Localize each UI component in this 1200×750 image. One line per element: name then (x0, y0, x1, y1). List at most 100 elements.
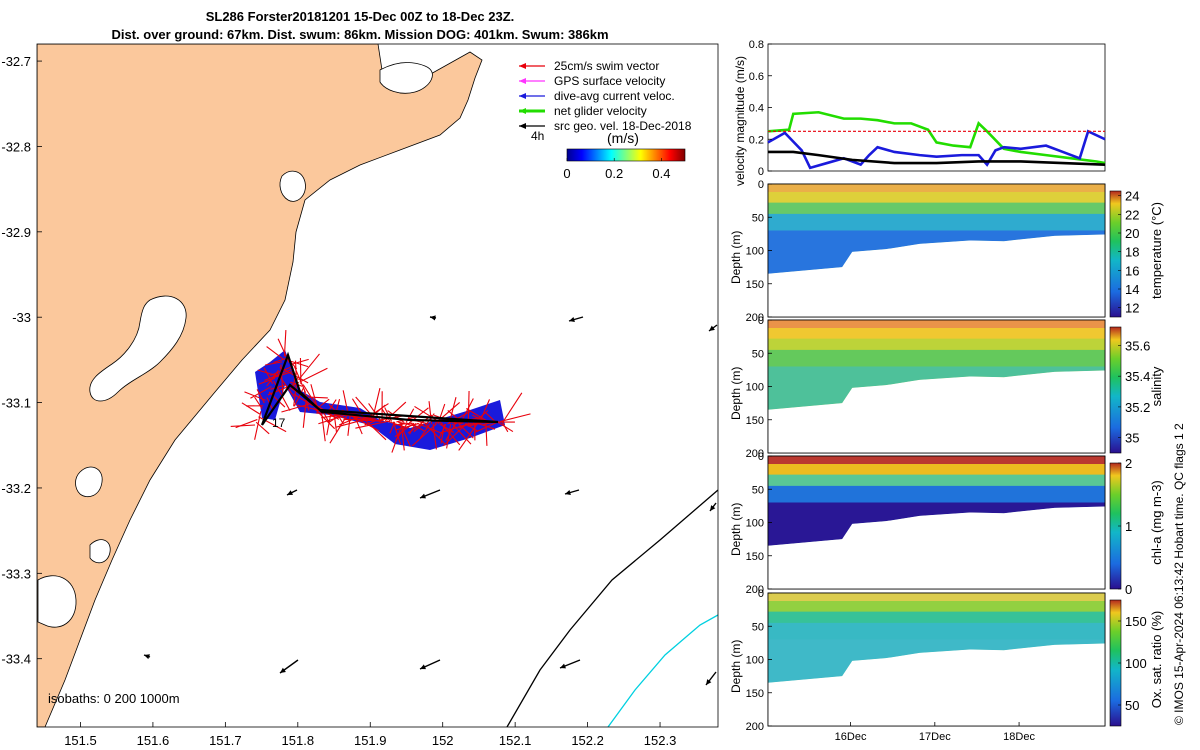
swim-vector (413, 423, 424, 433)
map-x-tick-label: 152.2 (571, 733, 604, 748)
swim-vector (438, 423, 447, 439)
section-y-tick-label: 100 (746, 382, 764, 394)
section-y-tick-label: 50 (752, 348, 764, 360)
section-colorbar-label: Ox. sat. ratio (%) (1149, 611, 1164, 709)
swim-vector (256, 389, 265, 404)
swim-vector (395, 422, 419, 431)
map-frame (36, 43, 719, 728)
section-colorbar-label: salinity (1149, 366, 1164, 406)
isobaths-label: isobaths: 0 200 1000m (48, 691, 180, 706)
legend-label: 25cm/s swim vector (554, 59, 659, 73)
isobath-200m (506, 489, 718, 727)
swim-vector (263, 367, 274, 385)
swim-vector (265, 361, 283, 366)
section-no-data (768, 643, 1105, 726)
geostrophic-arrow-head (706, 679, 712, 685)
map-y-tick-label: -33 (12, 310, 31, 325)
velocity-y-tick-label: 0.8 (749, 39, 764, 51)
section-y-tick-label: 0 (758, 451, 764, 463)
geostrophic-arrows (143, 315, 718, 686)
section-x-tick-label: 17Dec (919, 731, 951, 743)
swim-vector (298, 353, 320, 381)
legend-arrowhead (519, 78, 526, 84)
section-colorbar-tick-label: 0 (1125, 582, 1132, 597)
map-land (37, 44, 483, 727)
section-colorbar-tick-label: 20 (1125, 226, 1139, 241)
swim-vector (501, 421, 509, 433)
velocity-y-tick-label: 0.6 (749, 71, 764, 83)
swim-vector (294, 360, 297, 376)
section-y-tick-label: 50 (752, 484, 764, 496)
geostrophic-arrow-head (144, 654, 150, 660)
swim-vector (407, 423, 423, 434)
section-ylabel: Depth (m) (729, 367, 743, 420)
legend-arrowhead (519, 93, 526, 99)
section-panel: 0 50 100 150 200 Depth (m) 35 35.2 35.4 35.6 salin… (729, 315, 1164, 460)
speed-colorbar-tick-label: 0 (563, 166, 570, 181)
speed-colorbar-label: (m/s) (607, 130, 639, 146)
isobath-1000m (607, 614, 718, 727)
section-x-tick-label: 16Dec (835, 731, 867, 743)
glider-track (230, 330, 531, 453)
swim-vector (419, 423, 431, 439)
swim-vector (389, 421, 396, 434)
chart-title-line1: SL286 Forster20181201 15-Dec 00Z to 18-D… (205, 9, 515, 24)
map-panel: 151.5 151.6 151.7 151.8 151.9 152 152.1 152.2 15… (1, 43, 719, 748)
legend-label: dive-avg current veloc. (554, 89, 675, 103)
geostrophic-arrow-head (565, 490, 571, 496)
swim-vector (287, 359, 309, 368)
geostrophic-arrow-head (420, 493, 426, 499)
velocity-y-tick-label: 0.4 (749, 103, 764, 115)
swim-vector (230, 424, 256, 428)
geostrophic-arrow-head (430, 315, 436, 321)
map-y-tick-label: -33.4 (1, 652, 31, 667)
lake-1 (379, 62, 433, 94)
section-colorbar-tick-label: 35 (1125, 431, 1139, 446)
swim-vector (500, 413, 531, 423)
swim-vector (320, 411, 326, 442)
swim-vector (458, 422, 479, 451)
section-colorbar-tick-label: 35.4 (1125, 369, 1150, 384)
section-y-tick-label: 150 (746, 551, 764, 563)
section-y-tick-label: 0 (758, 588, 764, 600)
section-y-tick-label: 200 (746, 721, 764, 733)
swim-vector (280, 364, 284, 397)
section-y-tick-label: 150 (746, 415, 764, 427)
section-fill-band (768, 366, 1105, 410)
section-fill-band (768, 485, 1105, 546)
map-y-tick-label: -33.1 (1, 396, 31, 411)
legend-arrowhead (519, 123, 526, 129)
swim-vector (445, 423, 456, 441)
track-line (260, 351, 499, 426)
swim-vector (264, 368, 293, 381)
map-x-tick-label: 151.6 (137, 733, 170, 748)
legend-label: GPS surface velocity (554, 74, 665, 88)
swim-vector (339, 416, 359, 426)
section-ylabel: Depth (m) (729, 231, 743, 284)
legend-arrowhead (519, 63, 526, 69)
swim-vector (329, 415, 348, 444)
section-fill-band (768, 502, 1105, 546)
section-y-tick-label: 150 (746, 688, 764, 700)
speed-colorbar (566, 148, 686, 162)
section-panel: 0 50 100 150 200 Depth (m) 12 14 16 18 20 22 24 tempe… (729, 179, 1164, 324)
swim-vector (290, 358, 309, 366)
swim-vector (432, 423, 437, 450)
map-x-tick-label: 151.5 (64, 733, 97, 748)
swim-vector (293, 393, 313, 407)
swim-vector (321, 414, 343, 419)
section-fill-band (768, 639, 1105, 683)
geostrophic-arrow-head (287, 490, 293, 495)
swim-vector (266, 346, 284, 360)
velocity-series-line (767, 129, 1106, 170)
swim-vector (254, 396, 263, 409)
section-colorbar-tick-label: 22 (1125, 207, 1139, 222)
legend-arrowhead (519, 108, 526, 114)
section-colorbar-tick-label: 16 (1125, 263, 1139, 278)
section-colorbar-tick-label: 35.6 (1125, 338, 1150, 353)
section-colorbar-tick-label: 35.2 (1125, 400, 1150, 415)
lake-2 (279, 170, 306, 202)
swim-vector (313, 407, 336, 430)
